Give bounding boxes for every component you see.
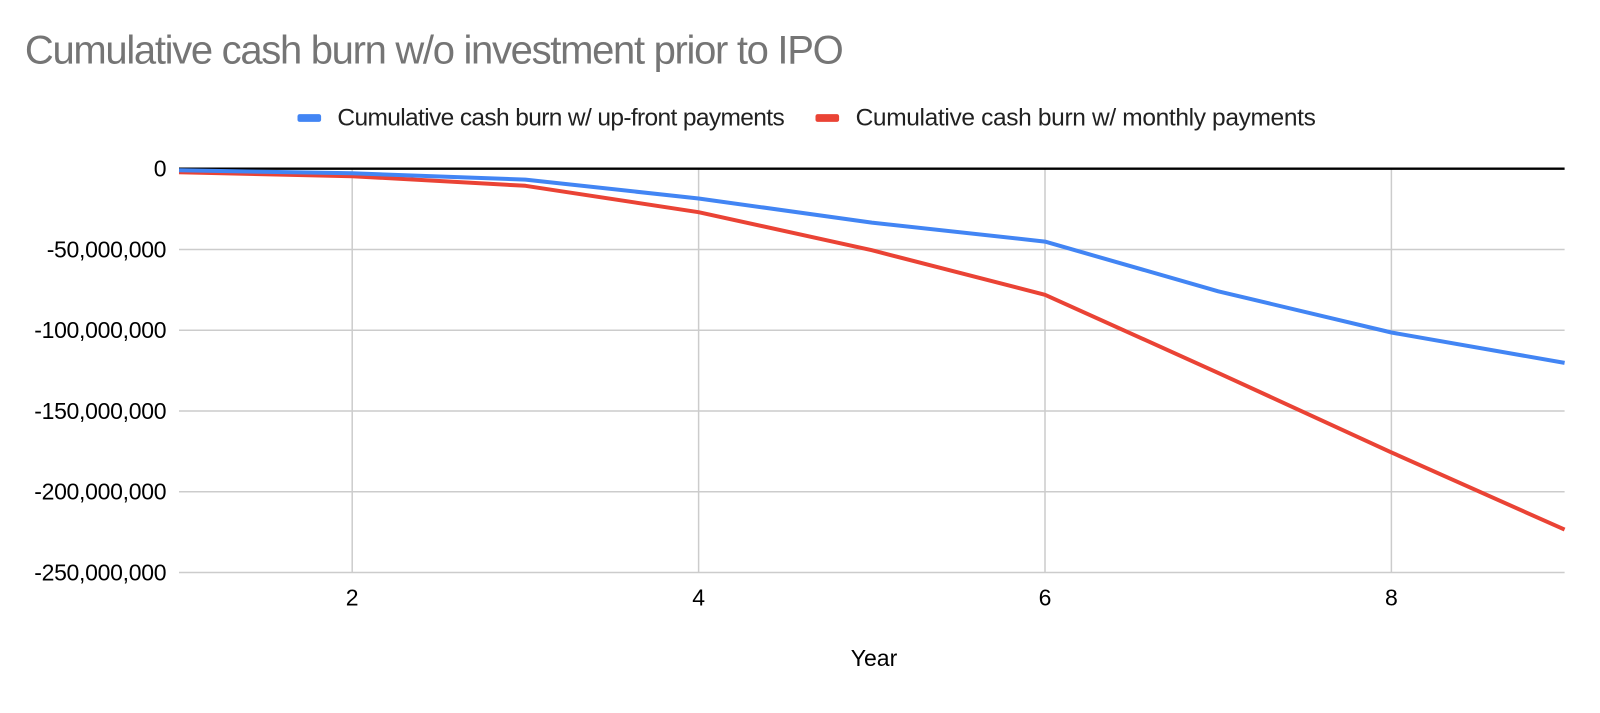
svg-text:-150,000,000: -150,000,000	[34, 398, 166, 424]
svg-text:-250,000,000: -250,000,000	[34, 559, 166, 585]
svg-text:8: 8	[1385, 584, 1398, 610]
svg-text:2: 2	[346, 584, 359, 610]
svg-text:0: 0	[154, 156, 167, 182]
svg-text:-100,000,000: -100,000,000	[34, 317, 166, 343]
svg-text:-50,000,000: -50,000,000	[47, 236, 166, 262]
svg-text:Cumulative cash burn w/ up-fro: Cumulative cash burn w/ up-front payment…	[337, 104, 784, 131]
svg-text:Cumulative cash burn w/o inves: Cumulative cash burn w/o investment prio…	[25, 29, 843, 73]
svg-text:6: 6	[1039, 584, 1052, 610]
svg-text:4: 4	[692, 584, 705, 610]
svg-text:Year: Year	[851, 645, 898, 671]
svg-text:Cumulative cash burn w/ monthl: Cumulative cash burn w/ monthly payments	[856, 104, 1316, 131]
svg-text:-200,000,000: -200,000,000	[34, 479, 166, 505]
